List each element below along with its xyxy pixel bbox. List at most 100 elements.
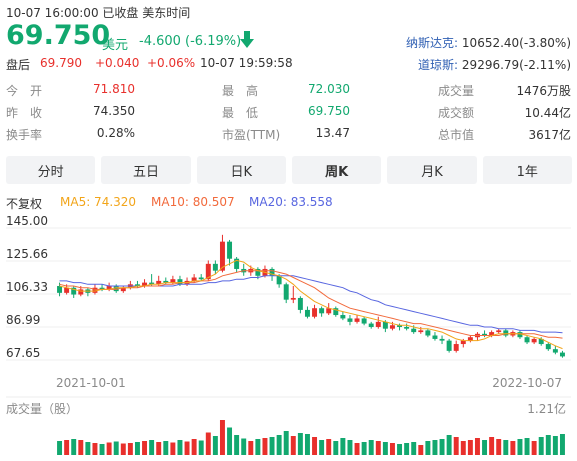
after-hours-label: 盘后 [6,58,31,72]
ma10-line [59,270,563,339]
candle-body [64,287,70,293]
y-tick-label: 67.65 [6,346,40,360]
candle-body [297,297,303,310]
volume-bar [113,441,119,455]
volume-bar [241,438,247,455]
candle-body [142,282,148,287]
candle-body [460,340,466,345]
period-tabs: 分时 五日 日K 周K 月K 1年 [6,156,572,184]
volume-bar [453,437,459,455]
tab-monthly-k[interactable]: 月K [387,156,477,184]
tab-five-day-label: 五日 [132,164,159,180]
tab-daily-k[interactable]: 日K [196,156,286,184]
ma20-line [59,275,563,334]
candle-body [382,321,388,329]
volume-bar [411,442,417,455]
volume-bar [248,441,254,455]
prev-close-value: 74.350 [93,104,135,118]
candle-body [467,337,473,341]
candle-body [312,308,318,317]
candle-body [361,318,367,324]
price-change: -4.600 (-6.19%) [139,34,242,49]
candle-body [269,268,275,276]
candle-body [389,325,395,329]
candle-body [425,330,431,336]
adjust-mode[interactable]: 不复权 [6,197,43,211]
volume-bar [127,443,133,455]
candle-body [191,277,197,281]
volume-bar [262,438,268,455]
volume-bar [85,442,91,455]
candle-body [503,330,509,336]
volume-bar [524,438,530,455]
volume-bar [120,443,126,455]
volume-bars [57,420,565,455]
volume-bar [460,441,466,455]
volume-bar [510,441,516,455]
tab-weekly-k[interactable]: 周K [291,156,382,184]
candle-body [482,333,488,336]
candle-body [177,279,183,285]
candle-body [347,318,353,322]
after-hours-change: +0.040 [95,56,140,70]
volume-bar [552,436,558,455]
tab-weekly-k-label: 周K [325,164,349,180]
index-nasdaq[interactable]: 纳斯达克: 10652.40(-3.80%) [406,34,571,51]
index-dow[interactable]: 道琼斯: 29296.79(-2.11%) [418,56,571,73]
ma10-legend: MA10: 80.507 [151,195,235,209]
volume-bar [368,440,374,455]
amount-label: 成交额 [438,106,475,120]
candle-body [368,323,374,327]
candle-body [149,282,155,285]
candle-body [227,241,233,259]
candle-body [71,287,77,295]
volume-bar [142,441,148,455]
volume-bar [538,437,544,455]
tab-intraday[interactable]: 分时 [6,156,96,184]
candle-body [283,284,289,300]
volume-bar [418,445,424,455]
tab-one-year[interactable]: 1年 [482,156,572,184]
candle-body [304,309,310,317]
volume-bar [99,444,105,455]
volume-bar [177,440,183,455]
volume-bar [489,437,495,455]
volume-max-label: 1.21亿 [527,401,566,416]
volume-bar [503,440,509,455]
candle-body [404,326,410,329]
candle-body [57,286,63,293]
candle-body [319,308,325,314]
volume-bar [290,436,296,455]
volume-bar [255,439,261,455]
candle-body [92,287,98,293]
candle-body [375,321,381,327]
y-tick-label: 125.66 [6,247,48,261]
pe-label: 市盈(TTM) [222,128,281,142]
volume-bar [304,434,310,455]
candle-body [446,340,452,351]
y-tick-label: 106.33 [6,280,48,294]
tab-five-day[interactable]: 五日 [101,156,191,184]
candle-body [397,325,403,327]
volume-bar [170,442,176,455]
volume-bar [163,441,169,455]
volume-bar [92,443,98,455]
x-label-start: 2021-10-01 [56,376,126,390]
volume-bar [517,439,523,455]
candle-body [411,328,417,333]
mktcap-value: 3617亿 [528,128,571,142]
volume-bar [432,440,438,455]
candle-body [290,297,296,300]
volume-bar [326,439,332,455]
turnover-value: 0.28% [96,126,135,140]
candle-body [418,330,424,333]
index-dow-name: 道琼斯: [418,58,459,72]
candle-body [205,263,211,280]
candle-body [99,287,105,290]
volume-bar [227,427,233,455]
volume-bar [149,440,155,455]
volume-bar [340,438,346,455]
index-nasdaq-name: 纳斯达克: [406,36,459,50]
open-value: 71.810 [93,82,135,96]
